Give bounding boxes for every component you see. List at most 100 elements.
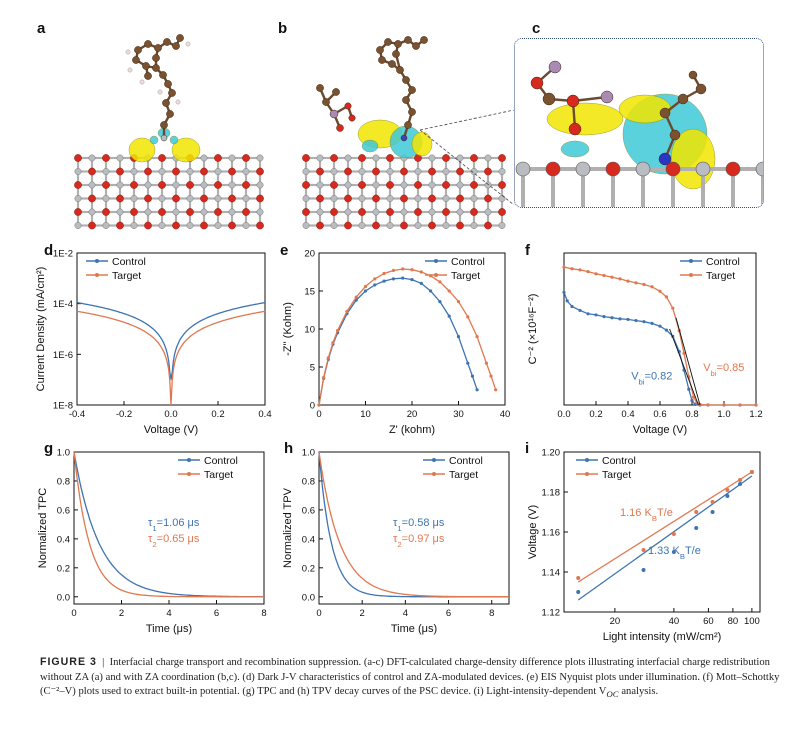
molecule-atom xyxy=(144,40,152,48)
legend-label: Control xyxy=(602,455,636,467)
oxygen-atom xyxy=(400,167,408,176)
oxygen-atom xyxy=(88,221,96,230)
metal-atom xyxy=(88,181,96,189)
oxygen-atom xyxy=(344,194,352,203)
metal-atom xyxy=(74,168,82,175)
y-tick-label: 0.6 xyxy=(302,505,315,516)
x-tick-label: 60 xyxy=(703,616,714,627)
metal-atom xyxy=(228,181,236,189)
molecule-atom xyxy=(316,84,324,92)
data-point-control xyxy=(641,568,646,572)
y-tick-label: 0.0 xyxy=(302,592,315,603)
molecule-atom xyxy=(163,38,171,46)
data-point xyxy=(475,335,479,339)
x-axis-label: Light intensity (mW/cm²) xyxy=(603,631,722,643)
oxygen-atom xyxy=(172,221,180,230)
x-tick-label: 100 xyxy=(744,616,760,627)
data-point xyxy=(326,356,330,360)
data-point xyxy=(687,387,691,391)
zoom-connector-lines xyxy=(420,110,515,206)
hydrogen-atom xyxy=(125,49,131,55)
panel-label-e: e xyxy=(280,242,289,259)
panel-label-b: b xyxy=(278,20,288,37)
oxygen-atom xyxy=(400,194,408,203)
y-tick-label: 1.18 xyxy=(542,488,561,499)
x-tick-label: 2 xyxy=(360,608,365,619)
data-point xyxy=(456,335,461,339)
metal-atom xyxy=(428,181,436,189)
panel-label-a: a xyxy=(37,20,46,37)
metal-atom xyxy=(456,154,464,162)
oxygen-atom xyxy=(456,221,464,230)
molecule-atom xyxy=(548,60,562,74)
oxygen-atom xyxy=(344,221,352,230)
oxygen-atom xyxy=(330,154,338,162)
data-point xyxy=(363,284,368,289)
oxygen-atom xyxy=(498,181,506,189)
x-tick-label: 20 xyxy=(407,409,418,420)
y-tick-label: 0 xyxy=(310,401,315,412)
x-tick-label: 6 xyxy=(214,608,219,619)
legend-marker xyxy=(95,273,99,277)
y-tick-label: 1.0 xyxy=(302,448,315,459)
y-tick-label: 1E-4 xyxy=(53,299,73,310)
chart-tpc-decay: 0 2 4 6 8 0.0 0.2 0.4 0.6 0.8 1.0 Time (μs) Normaliz… xyxy=(37,448,267,636)
molecule-atom xyxy=(600,90,614,104)
annotation-slope-target: 1.16 KBT/e xyxy=(620,507,673,523)
oxygen-atom xyxy=(214,208,222,216)
data-point xyxy=(610,275,614,279)
data-point xyxy=(610,316,614,320)
oxygen-atom xyxy=(545,161,561,177)
x-axis-label: Voltage (V) xyxy=(144,424,198,436)
metal-atom xyxy=(456,208,464,216)
molecule-atom xyxy=(420,36,428,44)
oxygen-atom xyxy=(228,167,236,176)
oxygen-atom xyxy=(330,181,338,189)
oxygen-atom xyxy=(428,167,436,176)
y-tick-label: 0.8 xyxy=(57,476,70,487)
data-point xyxy=(634,281,638,285)
y-tick-label: 0.6 xyxy=(57,505,70,516)
data-point-target xyxy=(725,488,730,492)
metal-atom xyxy=(470,195,478,202)
metal-atom xyxy=(330,222,338,229)
x-tick-label: 6 xyxy=(446,608,451,619)
caption-text-subscript: OC xyxy=(606,689,619,700)
x-tick-label: -0.4 xyxy=(69,409,85,420)
data-point xyxy=(658,324,662,328)
data-point xyxy=(586,312,590,316)
molecule-atom xyxy=(392,50,400,58)
metal-atom xyxy=(158,168,166,175)
oxygen-atom xyxy=(200,221,208,230)
data-point xyxy=(429,289,433,293)
data-point xyxy=(664,295,668,299)
chart-mott-schottky: 0.0 0.2 0.4 0.6 0.8 1.0 1.2 Voltage (V) C⁻² (×10… xyxy=(527,252,763,436)
x-tick-label: 40 xyxy=(500,409,511,420)
plot-frame xyxy=(318,451,510,605)
hydrogen-atom xyxy=(157,89,163,95)
molecule-atom xyxy=(412,42,420,50)
metal-atom xyxy=(242,222,250,229)
molecule-atom xyxy=(152,54,160,62)
data-point xyxy=(562,290,566,295)
molecule-atom xyxy=(542,92,556,106)
data-point xyxy=(626,317,630,322)
oxygen-atom xyxy=(88,194,96,203)
molecule-atom xyxy=(162,99,170,107)
metal-atom xyxy=(442,195,450,202)
chart-tpv-decay: 0 2 4 6 8 0.0 0.2 0.4 0.6 0.8 1.0 Time (μs) Normaliz… xyxy=(282,448,510,635)
oxygen-atom xyxy=(102,154,110,162)
x-tick-label: 1.0 xyxy=(717,409,730,420)
molecule-atom xyxy=(160,121,168,129)
series-line-control xyxy=(76,301,266,380)
metal-atom xyxy=(470,168,478,175)
x-tick-label: 0.8 xyxy=(685,409,698,420)
metal-atom xyxy=(74,195,82,202)
chart-eis-nyquist: 0 10 20 30 40 0 5 10 15 20 Z' (kohm) -Z'' (Kohm) Con… xyxy=(282,249,511,437)
molecule-atom xyxy=(408,86,416,94)
metal-atom xyxy=(386,222,394,229)
annotation-vbi-control: Vbi=0.82 xyxy=(631,371,672,387)
metal-atom xyxy=(214,168,222,175)
data-point xyxy=(578,268,582,272)
metal-atom xyxy=(144,181,152,189)
